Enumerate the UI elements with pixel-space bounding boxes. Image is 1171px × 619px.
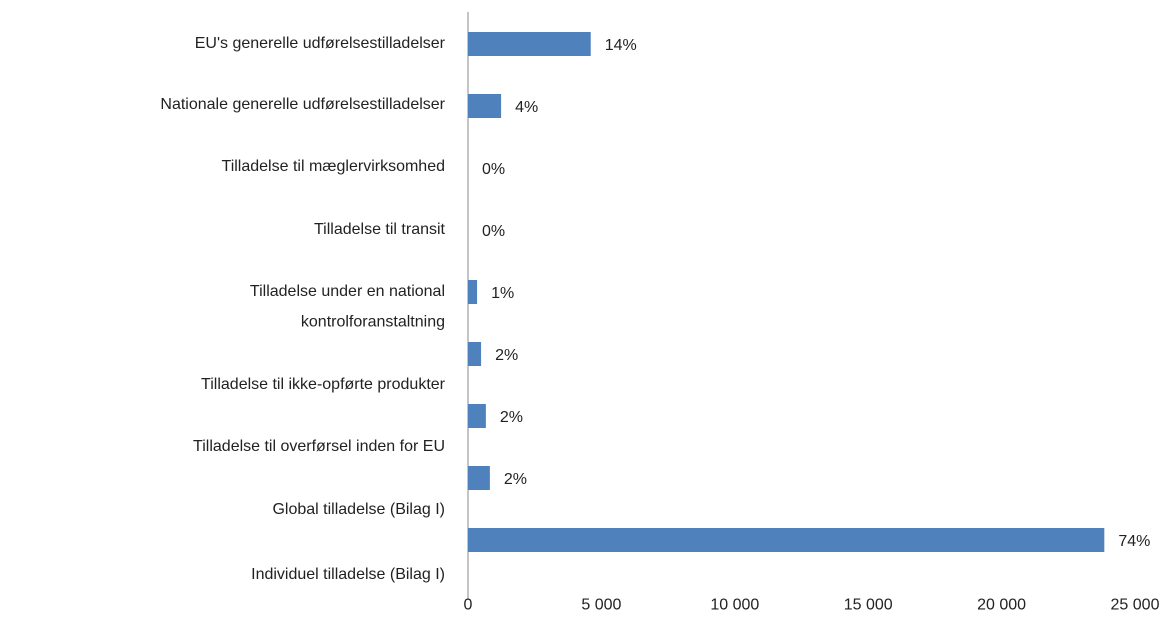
x-tick-label: 5 000: [581, 596, 621, 613]
percent-label: 2%: [500, 409, 523, 426]
percent-label: 2%: [504, 471, 527, 488]
label-line: Tilladelse under en national: [250, 283, 445, 300]
percent-label: 74%: [1118, 533, 1150, 550]
category-label: Tilladelse til transit: [314, 221, 446, 238]
category-label: Individuel tilladelse (Bilag I): [251, 566, 445, 583]
percent-label: 4%: [515, 99, 538, 116]
bar: [468, 528, 1105, 552]
category-label: Tilladelse til overførsel inden for EU: [193, 438, 445, 455]
x-tick-label: 25 000: [1111, 596, 1160, 613]
category-label: EU's generelle udførelsestilladelser: [195, 35, 446, 52]
percent-label: 2%: [495, 347, 518, 364]
percent-label: 0%: [482, 161, 505, 178]
x-tick-label: 0: [464, 596, 473, 613]
percent-label: 14%: [605, 37, 637, 54]
category-label: Tilladelse til ikke-opførte produkter: [201, 376, 446, 393]
bar: [468, 466, 490, 490]
x-tick-label: 15 000: [844, 596, 893, 613]
x-tick-label: 20 000: [977, 596, 1026, 613]
x-tick-label: 10 000: [710, 596, 759, 613]
bar: [468, 94, 502, 118]
bar: [468, 32, 591, 56]
bar: [468, 342, 482, 366]
label-line: kontrolforanstaltning: [301, 314, 445, 331]
category-label: Nationale generelle udførelsestilladelse…: [160, 96, 445, 113]
bar: [468, 404, 486, 428]
category-label: Tilladelse til mæglervirksomhed: [222, 158, 445, 175]
category-label: Global tilladelse (Bilag I): [272, 501, 445, 518]
category-label: Tilladelse under en national kontrolforan…: [250, 283, 445, 330]
percent-label: 0%: [482, 223, 505, 240]
bar: [468, 280, 478, 304]
percent-label: 1%: [491, 285, 514, 302]
